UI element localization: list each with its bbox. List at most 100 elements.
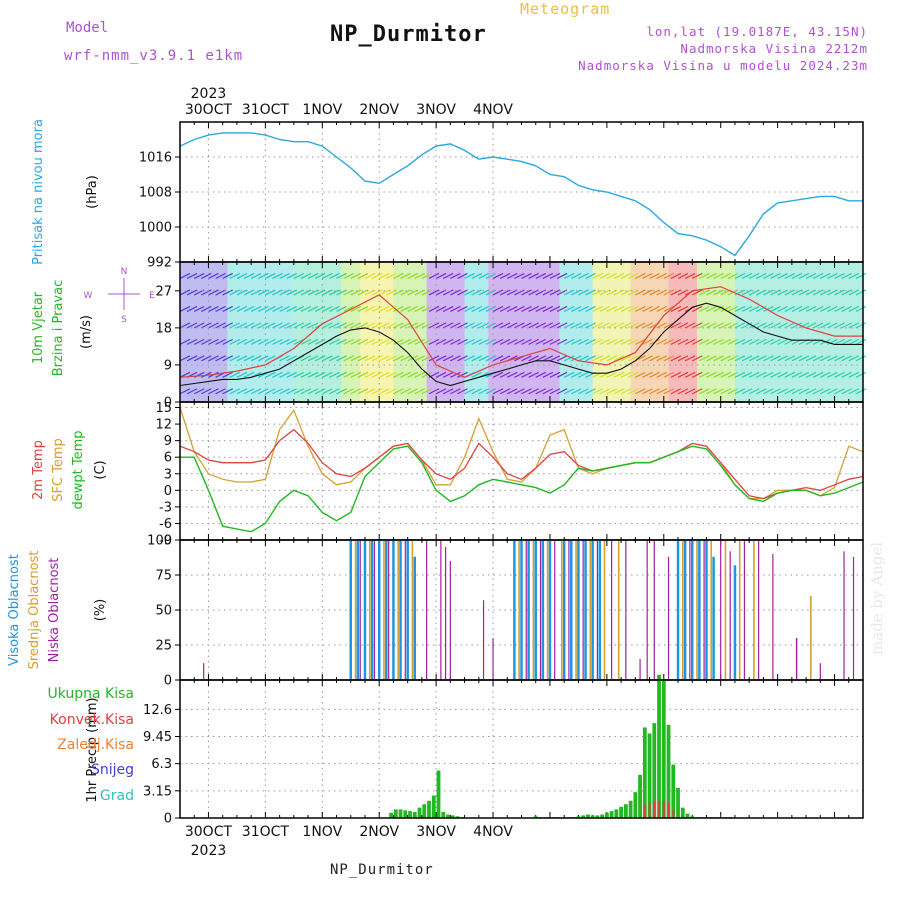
bottom-date-label: 1NOV	[302, 824, 342, 840]
wind-barb	[699, 272, 710, 280]
wind-barb	[229, 272, 241, 280]
wind-barb	[684, 355, 696, 362]
wind-barb	[535, 322, 546, 329]
bottom-date-label: 31OCT	[242, 824, 290, 840]
wind-barb	[492, 388, 504, 395]
wind-barb	[293, 272, 305, 280]
wind-barb	[279, 322, 290, 329]
wind-barb	[371, 289, 383, 296]
wind-barb	[428, 305, 440, 312]
wind-barb	[286, 388, 297, 395]
wind-barb	[265, 322, 276, 329]
wind-barb	[784, 355, 796, 362]
wind-barb	[400, 322, 411, 329]
wind-barb	[322, 272, 333, 280]
pressure-unit-label: (hPa)	[85, 175, 100, 209]
wind-barb	[805, 388, 817, 395]
wind-barb	[435, 272, 447, 280]
wind-barb	[400, 272, 411, 280]
wind-barb	[827, 371, 838, 378]
wind-barb	[393, 355, 404, 362]
wind-barb	[620, 371, 632, 378]
wind-barb	[471, 322, 482, 329]
wind-barb	[201, 388, 212, 395]
wind-barb	[805, 305, 817, 312]
wind-axis-label-2: Brzina i Pravac	[51, 280, 66, 377]
wind-barb	[706, 388, 717, 395]
wind-barb	[343, 322, 354, 329]
wind-barb	[457, 322, 468, 329]
wind-barb	[649, 388, 660, 395]
wind-barb	[627, 355, 639, 362]
wind-barb	[521, 322, 532, 329]
wind-barb	[322, 305, 333, 312]
y-tick-label: 0	[164, 396, 172, 411]
wind-barb	[770, 322, 781, 329]
bottom-date-label: 2NOV	[359, 824, 399, 840]
wind-barb	[329, 272, 340, 280]
wind-barb	[606, 355, 618, 362]
wind-barb	[556, 371, 568, 378]
wind-barb	[257, 355, 269, 362]
wind-barb	[763, 322, 774, 329]
wind-barb	[478, 305, 490, 312]
wind-barb	[250, 388, 262, 395]
wind-barb	[606, 305, 618, 312]
wind-barb	[521, 305, 532, 312]
wind-barb	[699, 388, 710, 395]
precip-convective-bar	[667, 802, 670, 818]
wind-barb	[748, 322, 760, 329]
wind-barb	[514, 305, 525, 312]
wind-barb	[378, 322, 390, 329]
wind-barb	[563, 305, 575, 312]
wind-barb	[442, 289, 454, 296]
wind-barb	[471, 305, 482, 312]
wind-barb	[620, 272, 632, 280]
wind-barb	[236, 289, 248, 296]
wind-barb	[763, 272, 774, 280]
precip-total-bar	[661, 680, 666, 818]
wind-barb	[613, 371, 625, 378]
wind-direction-band	[696, 262, 735, 402]
wind-barb	[699, 289, 710, 296]
wind-barb	[756, 338, 767, 345]
wind-barb	[179, 388, 191, 395]
sfc-temp-axis-label: SFC Temp	[51, 438, 66, 502]
wind-barb	[471, 272, 482, 280]
wind-barb	[421, 289, 433, 296]
wind-barb	[507, 371, 518, 378]
wind-barb	[748, 272, 760, 280]
wind-barb	[820, 289, 831, 296]
wind-barb	[343, 338, 354, 345]
wind-barb	[848, 305, 860, 312]
wind-barb	[343, 371, 354, 378]
bottom-date-label: 3NOV	[416, 824, 456, 840]
wind-barb	[492, 289, 504, 296]
wind-barb	[798, 388, 810, 395]
temp-2m-axis-label: 2m Temp	[31, 440, 46, 500]
wind-barb	[727, 388, 739, 395]
wind-barb	[706, 272, 717, 280]
wind-barb	[578, 272, 589, 280]
wind-barb	[713, 305, 724, 312]
wind-barb	[834, 355, 845, 362]
wind-barb	[350, 388, 362, 395]
wind-barb	[713, 272, 724, 280]
high-cloud-axis-label: Visoka Oblacnost	[7, 554, 22, 666]
wind-barb	[563, 322, 575, 329]
wind-barb	[393, 338, 404, 345]
wind-barb	[286, 355, 297, 362]
wind-barb	[777, 322, 788, 329]
wind-barb	[798, 305, 810, 312]
wind-barb	[599, 388, 611, 395]
wind-barb	[620, 322, 632, 329]
wind-barb	[378, 371, 390, 378]
wind-barb	[514, 322, 525, 329]
wind-barb	[272, 272, 283, 280]
precip-total-bar	[408, 811, 412, 818]
wind-barb	[663, 289, 675, 296]
wind-barb	[791, 355, 803, 362]
wind-barb	[720, 305, 731, 312]
wind-barb	[250, 305, 262, 312]
wind-direction-band	[488, 262, 560, 402]
